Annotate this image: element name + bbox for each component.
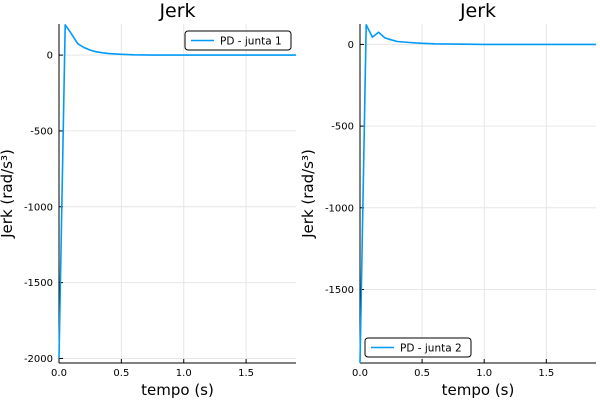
y-tick-label: -1500 [24,278,53,289]
x-tick-label: 0.0 [51,368,67,379]
y-tick-label: -1000 [325,203,354,214]
chart-panel-2: 0.0 0.5 1.0 1.5 -1500 -1000 -500 0 Jerk tempo (s)… [299,0,596,399]
legend-label: PD - junta 1 [220,36,282,48]
series-line-1 [359,23,596,364]
y-tick-label: -1000 [24,202,53,213]
legend-box [364,337,472,358]
chart-title: Jerk [459,0,496,22]
y-tick-label: -500 [30,126,53,137]
x-tick-label: 1.5 [238,368,254,379]
legend-label: PD - junta 2 [400,343,462,355]
x-tick-label: 1.0 [176,368,192,379]
y-tick-label: 0 [47,51,53,62]
x-tick-label: 0.5 [113,368,129,379]
y-tick-label: 0 [348,40,354,51]
x-tick-label: 1.5 [538,368,554,379]
chart-panel-1: 0.0 0.5 1.0 1.5 -2000 -1500 -1000 -500 0 Jerk temp… [0,0,296,399]
legend: PD - junta 1 [184,30,292,51]
y-tick-label: -2000 [24,354,53,365]
y-tick-label: -1500 [325,285,354,296]
series-line-1 [58,23,296,359]
x-axis-title: tempo (s) [442,381,515,399]
y-tick-label: -500 [331,122,354,133]
chart-title: Jerk [158,0,195,22]
x-tick-label: 0.5 [414,368,430,379]
y-axis-title: Jerk (rad/s³) [0,149,16,239]
legend-box [184,30,292,51]
legend: PD - junta 2 [364,337,472,358]
x-tick-label: 0.0 [352,368,368,379]
x-tick-label: 1.0 [476,368,492,379]
y-axis-title: Jerk (rad/s³) [299,149,317,239]
x-axis-title: tempo (s) [141,381,214,399]
